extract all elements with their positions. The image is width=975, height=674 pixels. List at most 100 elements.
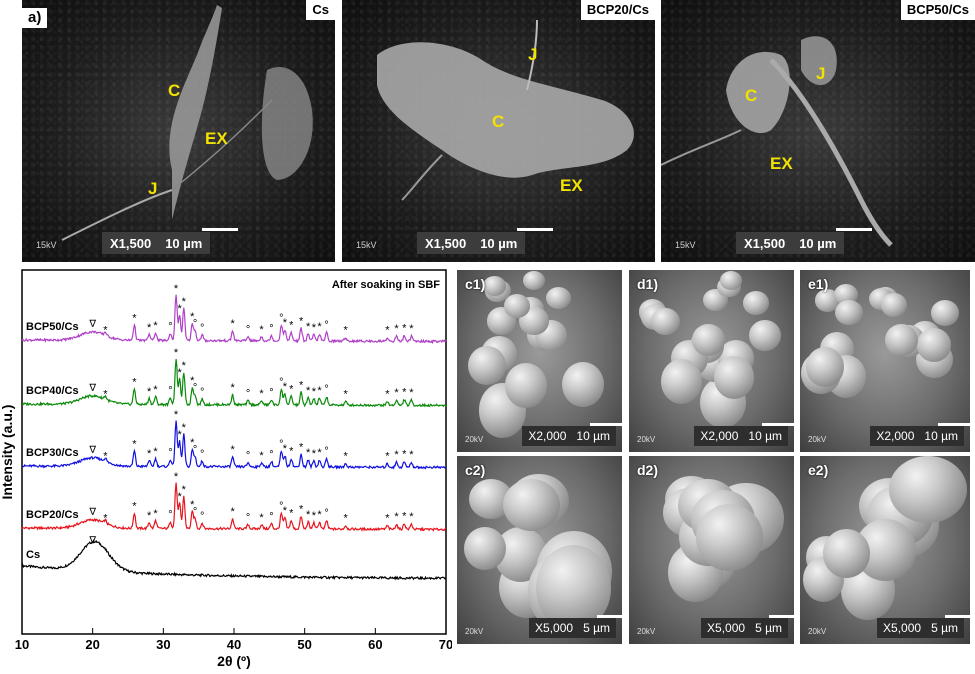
- particle: [880, 293, 908, 318]
- sem-panel-d2: d2) 20kV X5,000 5 µm: [629, 456, 794, 644]
- sem-panel-c2: c2) 20kV X5,000 5 µm: [457, 456, 622, 644]
- peak-marker: *: [230, 444, 235, 456]
- peak-marker: *: [299, 315, 304, 327]
- peak-marker: *: [132, 377, 137, 389]
- peak-marker: *: [317, 447, 322, 459]
- sem-panel-c1: c1) 20kV X2,000 10 µm: [457, 270, 622, 452]
- peak-marker: *: [174, 471, 179, 483]
- peak-marker: *: [344, 513, 349, 525]
- panel-title: BCP50/Cs: [900, 0, 975, 20]
- particle: [691, 324, 725, 357]
- scale-bar: X1,500 10 µm: [102, 228, 238, 254]
- peak-marker: °: [200, 510, 204, 522]
- peak-marker: *: [177, 491, 182, 503]
- peak-marker: °: [324, 508, 328, 520]
- peak-marker: *: [283, 317, 288, 329]
- peak-marker: °: [246, 324, 250, 336]
- voltage-label: 20kV: [808, 435, 827, 444]
- peak-marker: *: [132, 439, 137, 451]
- particle: [695, 503, 764, 571]
- x-tick-label: 30: [156, 637, 170, 652]
- peak-marker: °: [168, 509, 172, 521]
- peak-marker: *: [289, 384, 294, 396]
- particle: [806, 347, 845, 387]
- peak-marker: *: [177, 367, 182, 379]
- magnification: X1,500: [744, 235, 786, 251]
- peak-marker: °: [193, 444, 197, 456]
- peak-marker: °: [269, 387, 273, 399]
- peak-marker: *: [385, 513, 390, 525]
- peak-marker: °: [279, 501, 283, 513]
- peak-marker: °: [269, 323, 273, 335]
- peak-marker: *: [103, 325, 108, 337]
- region-label-c: C: [168, 81, 181, 100]
- magnification: X2,000: [700, 429, 739, 443]
- sem-panel-e2: e2) 20kV X5,000 5 µm: [800, 456, 970, 644]
- peak-marker: *: [132, 313, 137, 325]
- peak-marker: *: [306, 447, 311, 459]
- chart-title: After soaking in SBF: [332, 279, 440, 291]
- x-tick-label: 70: [439, 637, 452, 652]
- xrd-svg: Cs∇BCP20/Cs ∇ *** * °****° ° * ° * °° * * * * * * ° * * * * *…: [0, 269, 452, 669]
- particle: [660, 359, 702, 404]
- peak-marker: °: [193, 382, 197, 394]
- particle: [482, 275, 506, 296]
- panel-sublabel: c2): [465, 462, 486, 478]
- scale-bar: X2,000 10 µm: [870, 423, 970, 446]
- voltage-label: 15kV: [675, 240, 696, 250]
- peak-marker: °: [269, 511, 273, 523]
- peak-marker: *: [147, 510, 152, 522]
- peak-marker: *: [394, 511, 399, 523]
- peak-marker: *: [306, 509, 311, 521]
- peak-marker: *: [306, 321, 311, 333]
- series-label: BCP50/Cs: [26, 321, 79, 333]
- sem-panel-cs: Cs a) 15kV X1,500 10 µm: [22, 0, 335, 262]
- peak-marker: °: [168, 321, 172, 333]
- peak-marker: *: [344, 451, 349, 463]
- sem-panel-bcp50: BCP50/Cs 15kV X1,500 10 µm: [661, 0, 975, 262]
- peak-marker: °: [279, 439, 283, 451]
- peak-marker: ∇: [88, 445, 96, 456]
- particle: [561, 362, 604, 408]
- peak-marker: *: [409, 449, 414, 461]
- peak-marker: *: [402, 448, 407, 460]
- peak-marker: *: [103, 513, 108, 525]
- scale-length: 10 µm: [576, 429, 610, 443]
- peak-marker: *: [190, 499, 195, 511]
- peak-marker: *: [174, 347, 179, 359]
- sem-panel-d1: d1) 20kV X2,000 10 µm: [629, 270, 794, 452]
- magnification: X2,000: [528, 429, 567, 443]
- particle: [467, 345, 506, 385]
- peak-marker: °: [193, 506, 197, 518]
- peak-marker: *: [409, 323, 414, 335]
- peak-marker: *: [182, 422, 187, 434]
- peak-marker: *: [147, 448, 152, 460]
- panel-sublabel: e1): [808, 276, 829, 292]
- scale-length: 10 µm: [924, 429, 958, 443]
- peak-marker: *: [174, 409, 179, 421]
- peak-marker: °: [200, 322, 204, 334]
- voltage-label: 20kV: [637, 435, 656, 444]
- cell-shape-cs: [61, 5, 313, 241]
- peak-marker: ∇: [88, 319, 96, 330]
- peak-marker: °: [200, 448, 204, 460]
- peak-marker: *: [259, 388, 264, 400]
- particle: [916, 328, 951, 362]
- peak-marker: °: [324, 320, 328, 332]
- peak-marker: °: [246, 450, 250, 462]
- region-label-j: J: [528, 45, 538, 64]
- peak-marker: *: [259, 512, 264, 524]
- peak-marker: *: [230, 382, 235, 394]
- peak-marker: *: [312, 386, 317, 398]
- scale-bar: X2,000 10 µm: [522, 423, 622, 446]
- scale-bar: X2,000 10 µm: [694, 423, 794, 446]
- peak-marker: *: [299, 503, 304, 515]
- peak-marker: *: [394, 387, 399, 399]
- peak-marker: *: [402, 510, 407, 522]
- scale-length: 10 µm: [480, 235, 518, 251]
- peak-marker: *: [230, 318, 235, 330]
- scale-length: 10 µm: [799, 235, 837, 251]
- peak-marker: *: [283, 443, 288, 455]
- peak-marker: °: [279, 313, 283, 325]
- region-label-j: J: [816, 64, 826, 83]
